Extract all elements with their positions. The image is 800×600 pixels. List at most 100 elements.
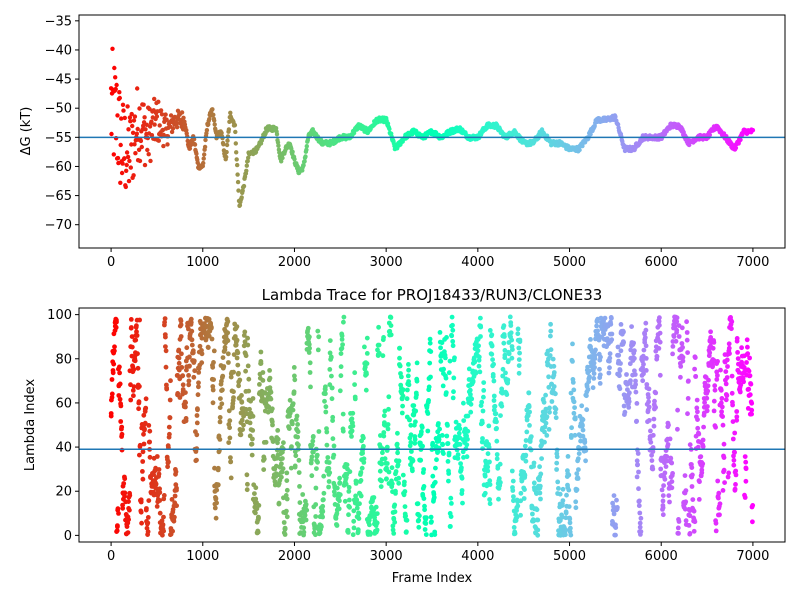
lambda-point	[674, 327, 680, 333]
lambda-point	[340, 428, 346, 434]
lambda-point	[649, 452, 654, 458]
delta-g-point	[120, 102, 126, 108]
lambda-point	[174, 503, 180, 509]
lambda-point	[108, 413, 114, 419]
lambda-point	[146, 423, 152, 428]
lambda-point	[361, 443, 366, 449]
delta-g-point	[277, 150, 282, 155]
lambda-point	[307, 345, 312, 351]
lambda-point	[416, 524, 422, 530]
delta-g-point	[131, 118, 137, 123]
lambda-point	[427, 360, 433, 366]
lambda-point	[194, 432, 200, 438]
lambda-point	[213, 496, 219, 502]
lambda-point	[555, 479, 561, 485]
lambda-point	[313, 485, 319, 491]
lambda-point	[209, 324, 214, 330]
lambda-point	[389, 481, 395, 487]
lambda-point	[423, 521, 429, 526]
lambda-point	[154, 504, 160, 509]
lambda-point	[339, 345, 345, 351]
lambda-point	[141, 431, 146, 437]
lambda-point	[733, 472, 739, 478]
lambda-point	[711, 398, 717, 404]
lambda-point	[721, 455, 727, 460]
lambda-point	[465, 413, 471, 419]
delta-g-point	[145, 135, 150, 141]
lambda-point	[363, 387, 369, 393]
lambda-point	[641, 361, 646, 367]
lambda-point	[450, 327, 456, 333]
delta-g-point	[245, 158, 250, 164]
lambda-point	[464, 442, 470, 448]
lambda-point	[354, 505, 360, 511]
delta-g-point	[206, 122, 211, 127]
lambda-point	[505, 377, 511, 383]
lambda-point	[135, 351, 140, 357]
lambda-point	[550, 356, 556, 362]
lambda-point	[571, 410, 577, 416]
lambda-point	[366, 517, 372, 523]
lambda-point	[405, 387, 410, 393]
lambda-point	[119, 447, 125, 453]
lambda-point	[309, 473, 315, 479]
lambda-point	[613, 532, 618, 538]
delta-g-point	[184, 128, 189, 133]
lambda-point	[384, 461, 390, 466]
lambda-point	[617, 373, 622, 379]
lambda-point	[517, 337, 523, 343]
lambda-point	[395, 462, 401, 468]
lambda-point	[295, 429, 301, 435]
delta-g-point	[301, 163, 306, 168]
lambda-point	[739, 345, 744, 351]
lambda-point	[678, 364, 684, 369]
lambda-point	[744, 337, 750, 343]
lambda-point	[315, 347, 321, 353]
lambda-point	[374, 511, 380, 516]
lambda-point	[481, 394, 486, 400]
lambda-point	[570, 359, 575, 364]
lambda-point	[487, 497, 492, 502]
lambda-point	[220, 373, 226, 379]
lambda-point	[244, 472, 250, 478]
lambda-point	[451, 389, 456, 395]
lambda-point	[553, 391, 558, 397]
lambda-point	[234, 355, 240, 361]
lambda-point	[741, 365, 747, 370]
lambda-point	[194, 420, 200, 426]
lambda-point	[461, 400, 466, 406]
lambda-point	[633, 389, 639, 395]
lambda-point	[732, 430, 738, 436]
lambda-point	[653, 390, 659, 396]
lambda-point	[735, 350, 740, 355]
lambda-point	[403, 513, 408, 519]
delta-g-point	[128, 165, 133, 170]
lambda-point	[682, 506, 688, 512]
lambda-point	[657, 315, 662, 321]
lambda-point	[226, 440, 232, 445]
lambda-point	[611, 511, 617, 517]
lambda-point	[320, 514, 325, 520]
lambda-point	[231, 395, 236, 400]
lambda-point	[142, 426, 147, 432]
lambda-point	[446, 478, 451, 484]
lambda-point	[627, 390, 632, 396]
lambda-point	[583, 458, 588, 464]
lambda-point	[501, 323, 507, 329]
lambda-point	[491, 398, 497, 403]
lambda-point	[347, 469, 353, 475]
lambda-point	[481, 380, 487, 385]
lambda-point	[447, 358, 453, 364]
delta-g-point	[290, 149, 295, 154]
lambda-point	[502, 334, 507, 339]
lambda-point	[637, 520, 643, 526]
lambda-point	[326, 479, 332, 484]
delta-g-point	[202, 152, 207, 157]
delta-g-point	[226, 127, 232, 132]
delta-g-point	[233, 129, 238, 135]
lambda-point	[227, 425, 233, 431]
lambda-point	[357, 501, 362, 507]
lambda-point	[314, 466, 319, 471]
lambda-point	[151, 472, 157, 477]
lambda-point	[657, 330, 663, 336]
